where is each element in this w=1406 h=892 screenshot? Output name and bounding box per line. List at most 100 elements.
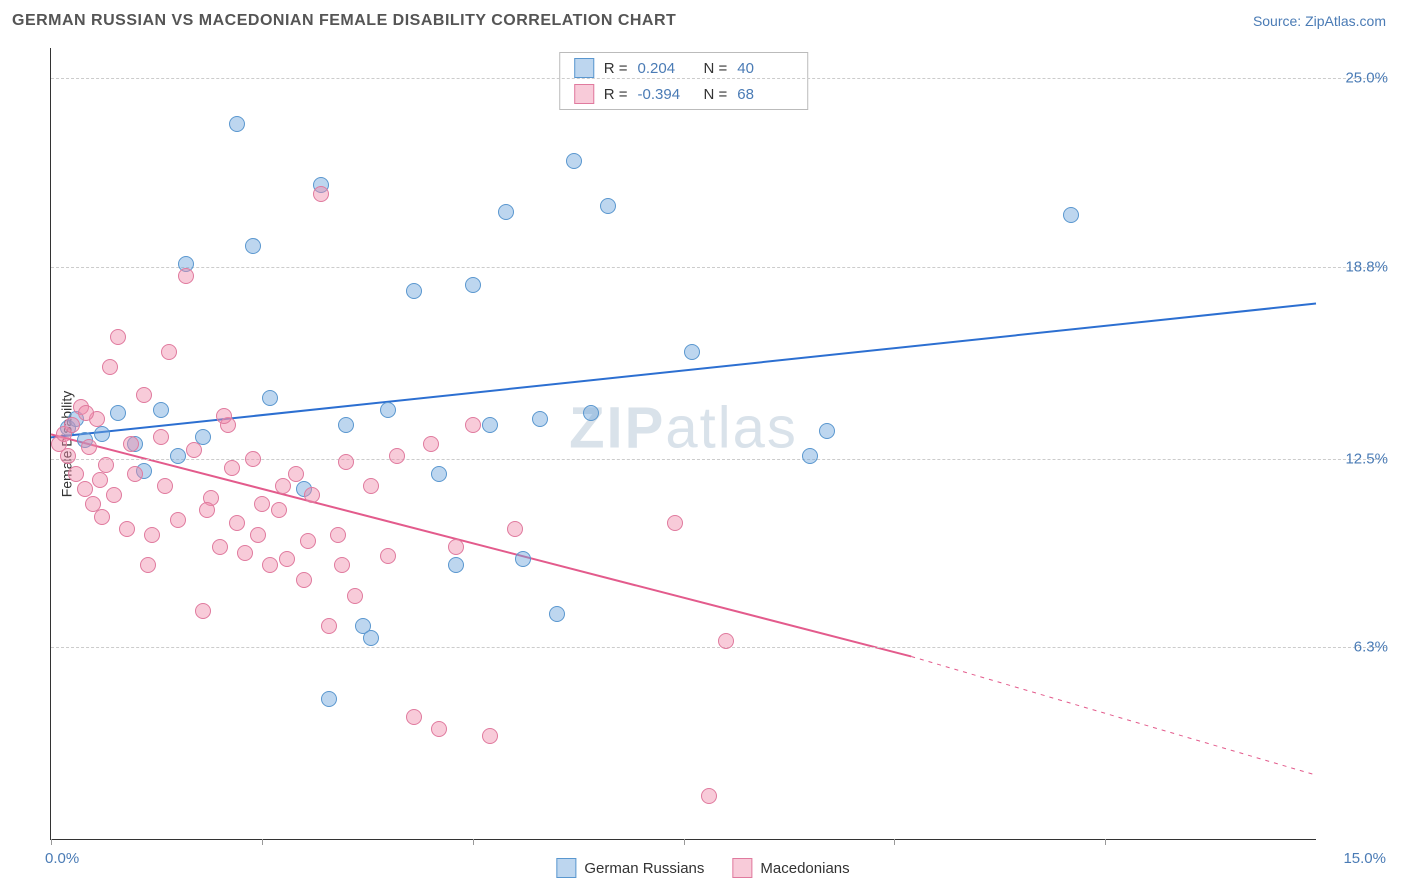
scatter-point bbox=[229, 515, 245, 531]
scatter-point bbox=[718, 633, 734, 649]
scatter-point bbox=[212, 539, 228, 555]
scatter-point bbox=[94, 426, 110, 442]
scatter-point bbox=[701, 788, 717, 804]
legend-swatch bbox=[732, 858, 752, 878]
scatter-point bbox=[153, 429, 169, 445]
scatter-point bbox=[136, 387, 152, 403]
legend-series-item: German Russians bbox=[556, 858, 704, 878]
scatter-point bbox=[1063, 207, 1079, 223]
scatter-point bbox=[64, 417, 80, 433]
scatter-point bbox=[127, 466, 143, 482]
scatter-point bbox=[81, 439, 97, 455]
gridline bbox=[51, 647, 1386, 648]
scatter-point bbox=[60, 448, 76, 464]
scatter-point bbox=[406, 709, 422, 725]
trend-line bbox=[51, 434, 911, 656]
scatter-point bbox=[566, 153, 582, 169]
scatter-point bbox=[515, 551, 531, 567]
scatter-point bbox=[102, 359, 118, 375]
scatter-point bbox=[98, 457, 114, 473]
scatter-point bbox=[334, 557, 350, 573]
scatter-point bbox=[78, 405, 94, 421]
scatter-point bbox=[279, 551, 295, 567]
scatter-point bbox=[684, 344, 700, 360]
scatter-point bbox=[262, 390, 278, 406]
scatter-point bbox=[583, 405, 599, 421]
scatter-point bbox=[482, 417, 498, 433]
scatter-point bbox=[380, 402, 396, 418]
scatter-point bbox=[275, 478, 291, 494]
trend-line bbox=[51, 304, 1316, 438]
scatter-point bbox=[448, 557, 464, 573]
scatter-point bbox=[406, 283, 422, 299]
scatter-point bbox=[363, 478, 379, 494]
scatter-point bbox=[153, 402, 169, 418]
legend-swatch bbox=[556, 858, 576, 878]
scatter-point bbox=[802, 448, 818, 464]
scatter-point bbox=[216, 408, 232, 424]
y-tick-label: 18.8% bbox=[1345, 259, 1388, 276]
x-tick bbox=[262, 839, 263, 845]
scatter-point bbox=[229, 116, 245, 132]
scatter-point bbox=[77, 481, 93, 497]
scatter-point bbox=[380, 548, 396, 564]
scatter-point bbox=[140, 557, 156, 573]
scatter-point bbox=[667, 515, 683, 531]
scatter-point bbox=[321, 691, 337, 707]
scatter-point bbox=[245, 451, 261, 467]
scatter-point bbox=[262, 557, 278, 573]
trend-line-extrapolated bbox=[911, 656, 1316, 775]
scatter-point bbox=[106, 487, 122, 503]
x-tick bbox=[894, 839, 895, 845]
scatter-point bbox=[199, 502, 215, 518]
scatter-point bbox=[94, 509, 110, 525]
scatter-point bbox=[330, 527, 346, 543]
scatter-point bbox=[321, 618, 337, 634]
gridline bbox=[51, 267, 1386, 268]
x-tick bbox=[473, 839, 474, 845]
y-tick-label: 6.3% bbox=[1354, 639, 1388, 656]
scatter-point bbox=[507, 521, 523, 537]
x-tick bbox=[1105, 839, 1106, 845]
scatter-point bbox=[119, 521, 135, 537]
legend-series-label: German Russians bbox=[584, 860, 704, 877]
scatter-point bbox=[389, 448, 405, 464]
scatter-point bbox=[157, 478, 173, 494]
scatter-point bbox=[549, 606, 565, 622]
scatter-point bbox=[178, 268, 194, 284]
scatter-point bbox=[92, 472, 108, 488]
scatter-point bbox=[819, 423, 835, 439]
scatter-point bbox=[161, 344, 177, 360]
trend-lines-svg bbox=[51, 48, 1316, 839]
scatter-point bbox=[296, 572, 312, 588]
scatter-point bbox=[245, 238, 261, 254]
scatter-point bbox=[498, 204, 514, 220]
scatter-point bbox=[482, 728, 498, 744]
scatter-point bbox=[338, 454, 354, 470]
scatter-point bbox=[431, 721, 447, 737]
scatter-point bbox=[338, 417, 354, 433]
x-tick bbox=[51, 839, 52, 845]
scatter-point bbox=[195, 603, 211, 619]
scatter-point bbox=[431, 466, 447, 482]
y-tick-label: 25.0% bbox=[1345, 70, 1388, 87]
scatter-point bbox=[250, 527, 266, 543]
scatter-point bbox=[600, 198, 616, 214]
scatter-point bbox=[170, 512, 186, 528]
legend-series-item: Macedonians bbox=[732, 858, 849, 878]
gridline bbox=[51, 78, 1386, 79]
scatter-point bbox=[532, 411, 548, 427]
y-tick-label: 12.5% bbox=[1345, 450, 1388, 467]
source-label: Source: ZipAtlas.com bbox=[1253, 13, 1386, 29]
scatter-point bbox=[448, 539, 464, 555]
scatter-point bbox=[237, 545, 253, 561]
scatter-point bbox=[144, 527, 160, 543]
scatter-point bbox=[170, 448, 186, 464]
scatter-point bbox=[465, 277, 481, 293]
scatter-point bbox=[186, 442, 202, 458]
scatter-point bbox=[224, 460, 240, 476]
legend-series-label: Macedonians bbox=[760, 860, 849, 877]
chart-plot-area: Female Disability ZIPatlas 0.0% 15.0% R … bbox=[50, 48, 1316, 840]
chart-title: GERMAN RUSSIAN VS MACEDONIAN FEMALE DISA… bbox=[12, 12, 676, 30]
x-axis-min-label: 0.0% bbox=[45, 850, 79, 867]
